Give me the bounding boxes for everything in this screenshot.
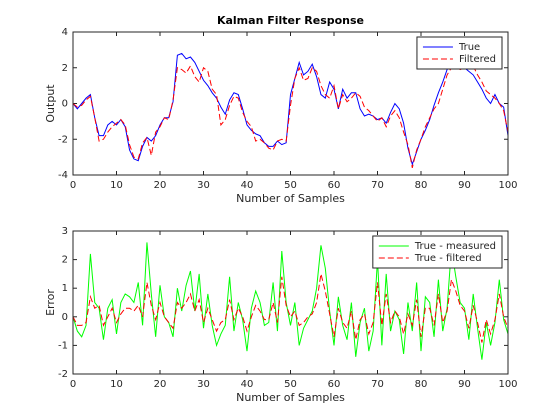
- x-tick-label: 100: [498, 180, 517, 191]
- axes-frame: [72, 31, 509, 176]
- y-tick-label: -2: [58, 134, 68, 145]
- x-tick-label: 70: [371, 379, 384, 390]
- x-tick-label: 80: [415, 379, 428, 390]
- x-tick-label: 30: [197, 379, 210, 390]
- y-tick-label: 0: [62, 312, 68, 323]
- y-tick-label: -1: [58, 340, 68, 351]
- x-tick-label: 100: [498, 379, 517, 390]
- y-tick-label: -2: [58, 369, 68, 380]
- y-tick-label: -4: [58, 170, 68, 181]
- x-tick-label: 40: [241, 180, 254, 191]
- x-tick-label: 70: [371, 180, 384, 191]
- x-tick-label: 60: [328, 379, 341, 390]
- y-tick-label: 2: [62, 63, 68, 74]
- legend-label: Filtered: [459, 54, 496, 65]
- y-axis-label: Output: [44, 84, 57, 123]
- x-tick-label: 60: [328, 180, 341, 191]
- legend-box: [372, 235, 503, 269]
- x-tick-label: 90: [458, 379, 471, 390]
- legend-label: True - measured: [414, 241, 496, 252]
- series-line: [72, 64, 509, 168]
- y-tick-label: 4: [62, 27, 68, 38]
- x-tick-label: 0: [70, 180, 76, 191]
- x-tick-label: 50: [284, 180, 297, 191]
- y-tick-label: 2: [62, 255, 68, 266]
- series-line: [72, 52, 509, 166]
- x-tick-label: 30: [197, 180, 210, 191]
- series-line: [72, 273, 509, 343]
- x-tick-label: 0: [70, 379, 76, 390]
- legend-box: [416, 36, 503, 70]
- chart-title: Kalman Filter Response: [217, 14, 364, 27]
- legend-label: True: [458, 42, 480, 53]
- y-tick-label: 0: [62, 99, 68, 110]
- axes-frame: [72, 230, 509, 375]
- plot-area: [72, 242, 509, 360]
- x-tick-label: 10: [110, 379, 123, 390]
- x-axis-label: Number of Samples: [236, 391, 345, 404]
- plot-area: [72, 52, 509, 168]
- legend-label: True - filtered: [414, 253, 482, 264]
- x-tick-label: 10: [110, 180, 123, 191]
- x-tick-label: 50: [284, 379, 297, 390]
- x-tick-label: 20: [154, 379, 167, 390]
- y-tick-label: 3: [62, 226, 68, 237]
- y-tick-label: 1: [62, 283, 68, 294]
- x-axis-label: Number of Samples: [236, 192, 345, 205]
- x-tick-label: 80: [415, 180, 428, 191]
- x-tick-label: 20: [154, 180, 167, 191]
- x-tick-label: 40: [241, 379, 254, 390]
- series-line: [72, 242, 509, 360]
- y-axis-label: Error: [44, 289, 57, 316]
- x-tick-label: 90: [458, 180, 471, 191]
